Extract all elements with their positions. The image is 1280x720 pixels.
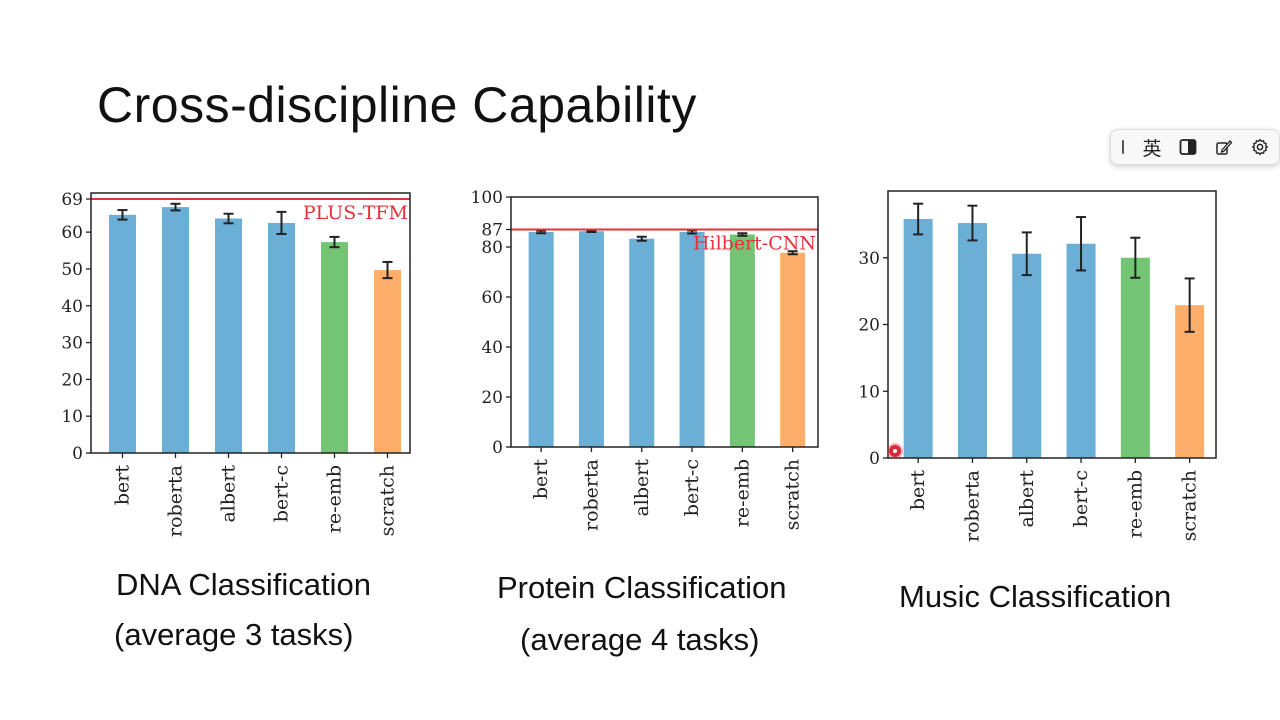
- plot-frame: [887, 190, 1217, 459]
- bar-bert: [903, 219, 933, 458]
- bar-albert: [629, 238, 655, 447]
- category-label: albert: [218, 465, 240, 523]
- bar-albert: [1012, 253, 1042, 458]
- bar-roberta: [957, 223, 987, 458]
- y-tick-label: 40: [61, 297, 83, 317]
- y-tick-label: 20: [858, 316, 880, 336]
- category-label: albert: [631, 459, 653, 517]
- bar-re-emb: [729, 234, 755, 447]
- music-caption: Music Classification: [899, 579, 1172, 614]
- category-label: bert-c: [1070, 470, 1092, 527]
- y-tick-label: 20: [61, 370, 83, 390]
- category-label: bert-c: [681, 459, 703, 516]
- category-label: bert: [112, 465, 134, 505]
- category-label: scratch: [782, 459, 804, 530]
- reference-label: PLUS-TFM: [303, 202, 408, 224]
- bar-albert: [215, 218, 242, 453]
- bar-re-emb: [1120, 257, 1150, 458]
- y-tick-label: 50: [61, 260, 83, 280]
- half-full-width-icon[interactable]: [1170, 132, 1206, 162]
- handwriting-pad-icon[interactable]: [1206, 132, 1242, 162]
- y-tick-label: 30: [61, 334, 83, 354]
- category-label: bert: [530, 459, 552, 499]
- category-label: bert: [907, 470, 929, 510]
- bar-bert-c: [679, 232, 705, 447]
- y-tick-label: 30: [858, 249, 880, 269]
- category-label: re-emb: [731, 459, 753, 527]
- ime-toolbar: 英: [1110, 129, 1280, 165]
- y-tick-label: 0: [492, 438, 503, 458]
- plot-frame: [510, 196, 819, 448]
- settings-gear-icon[interactable]: [1242, 132, 1278, 162]
- category-label: roberta: [580, 459, 602, 531]
- category-label: albert: [1016, 470, 1038, 528]
- y-tick-label: 100: [471, 188, 503, 208]
- y-tick-label: 20: [481, 388, 503, 408]
- bar-scratch: [780, 252, 806, 447]
- slide-title: Cross-discipline Capability: [97, 77, 697, 133]
- ime-mode-button[interactable]: 英: [1142, 137, 1162, 160]
- y-tick-label: 10: [858, 382, 880, 402]
- reference-label: Hilbert-CNN: [693, 233, 816, 255]
- y-tick-label: 40: [481, 338, 503, 358]
- bar-roberta: [162, 207, 189, 453]
- y-tick-label: 80: [481, 238, 503, 258]
- bar-bert-c: [1066, 243, 1096, 458]
- y-tick-label: 60: [481, 288, 503, 308]
- dna-caption-line-1: DNA Classification: [116, 567, 371, 602]
- y-tick-label: 87: [481, 221, 503, 241]
- bar-bert: [528, 232, 554, 447]
- category-label: bert-c: [271, 465, 293, 522]
- protein-caption-line-1: Protein Classification: [497, 570, 787, 605]
- category-label: scratch: [377, 465, 399, 536]
- drag-handle-icon[interactable]: [1122, 140, 1124, 154]
- plot-frame: [90, 192, 411, 454]
- mouse-cursor-indicator: [889, 445, 901, 457]
- y-tick-label: 0: [72, 444, 83, 464]
- y-tick-label: 69: [61, 190, 83, 210]
- bar-bert-c: [268, 222, 295, 453]
- y-tick-label: 10: [61, 407, 83, 427]
- bar-bert: [109, 214, 136, 453]
- bar-roberta: [578, 231, 604, 447]
- category-label: re-emb: [1124, 470, 1146, 538]
- dna-caption-line-2: (average 3 tasks): [114, 617, 354, 652]
- category-label: scratch: [1179, 470, 1201, 541]
- bar-scratch: [374, 270, 401, 453]
- y-tick-label: 0: [869, 449, 880, 469]
- protein-caption-line-2: (average 4 tasks): [520, 622, 760, 657]
- category-label: roberta: [165, 465, 187, 537]
- category-label: re-emb: [324, 465, 346, 533]
- category-label: roberta: [961, 470, 983, 542]
- y-tick-label: 60: [61, 223, 83, 243]
- bar-re-emb: [321, 242, 348, 453]
